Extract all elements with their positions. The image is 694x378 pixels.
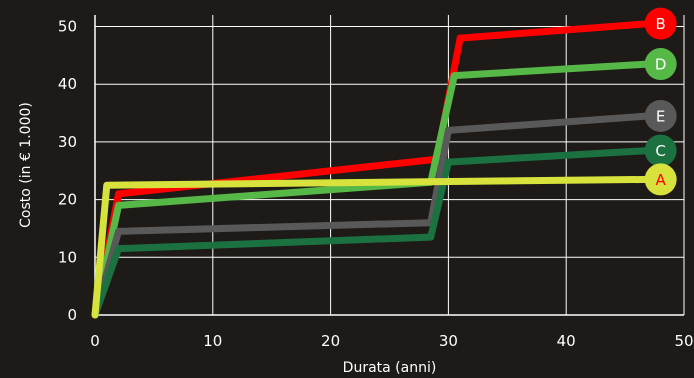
x-axis-label: Durata (anni): [343, 360, 437, 376]
y-tick-label-2: 20: [58, 191, 77, 209]
x-tick-label-0: 0: [90, 332, 100, 350]
series-marker-label-d: D: [655, 56, 667, 74]
y-tick-label-1: 10: [58, 248, 77, 266]
tick-labels: 0 10 20 30 40 50 0 10 20 30 40 50: [58, 18, 694, 350]
series-lines: [91, 20, 653, 319]
series-marker-b: [644, 7, 677, 40]
x-tick-label-1: 10: [203, 332, 222, 350]
y-tick-label-5: 50: [58, 18, 77, 36]
x-tick-label-5: 50: [674, 332, 693, 350]
series-line-c: [91, 147, 653, 319]
y-tick-label-0: 0: [67, 306, 77, 324]
y-tick-label-3: 30: [58, 133, 77, 151]
x-tick-label-4: 40: [557, 332, 576, 350]
series-marker-label-c: C: [655, 142, 665, 160]
series-marker-d: [644, 48, 677, 81]
series-marker-c: [644, 134, 677, 167]
series-marker-e: [644, 99, 677, 132]
series-marker-label-a: A: [656, 171, 667, 189]
y-tick-label-4: 40: [58, 75, 77, 93]
x-tick-label-3: 30: [439, 332, 458, 350]
series-marker-label-e: E: [656, 107, 665, 125]
axes: [94, 15, 684, 316]
series-marker-label-b: B: [656, 15, 666, 33]
y-axis-label: Costo (in € 1.000): [18, 102, 34, 228]
series-line-a: [91, 175, 653, 319]
series-markers: B D ECA: [644, 7, 677, 196]
x-tick-label-2: 20: [321, 332, 340, 350]
series-marker-a: [644, 163, 677, 196]
series-line-e: [91, 112, 653, 319]
